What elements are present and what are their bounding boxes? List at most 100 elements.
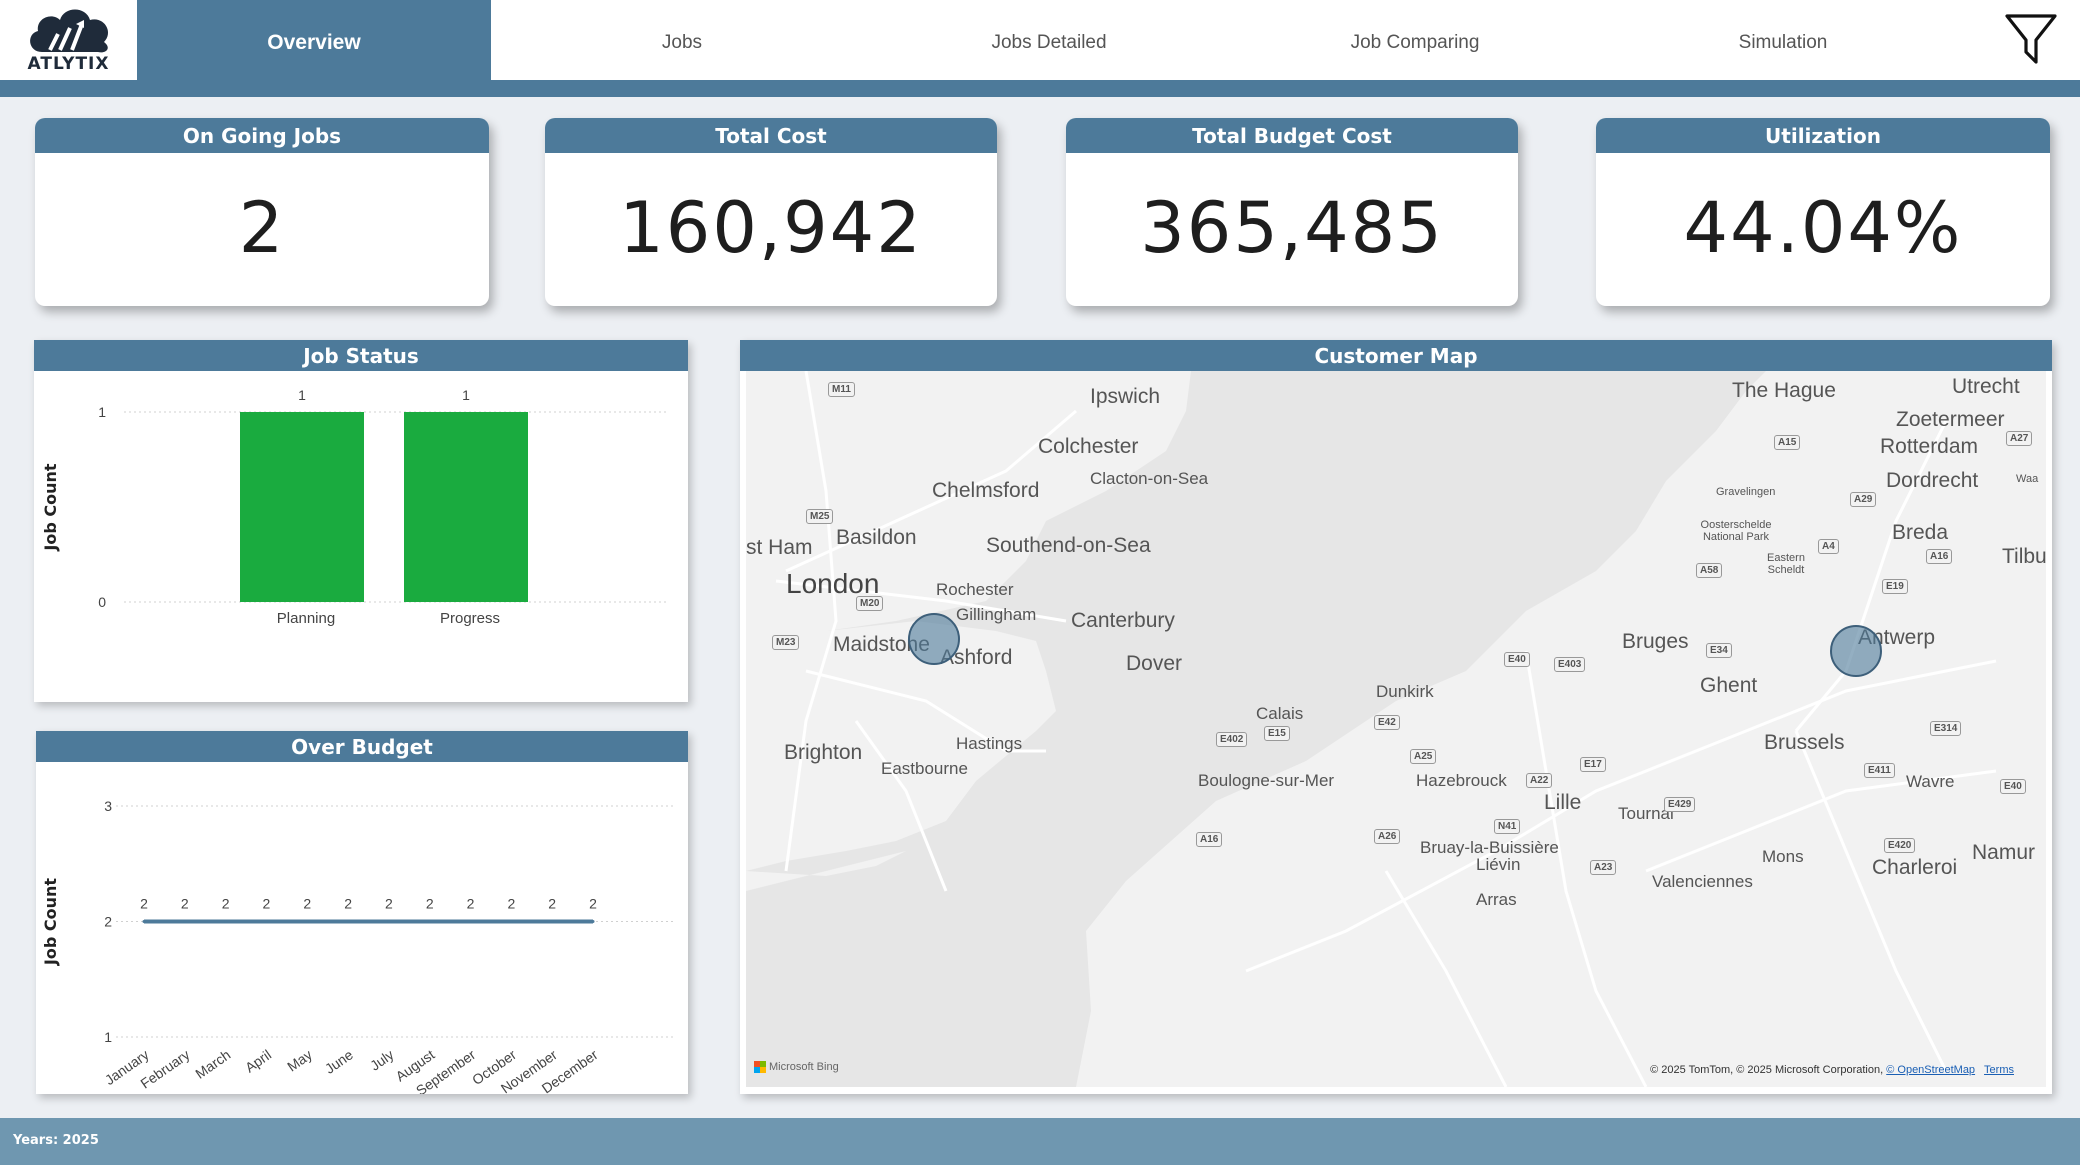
- map-place-ghent: Ghent: [1700, 674, 1758, 697]
- x-tick-label: May: [284, 1046, 315, 1074]
- map-place-namur: Namur: [1972, 841, 2036, 864]
- map-place-brighton: Brighton: [784, 741, 863, 764]
- tab-jobs[interactable]: Jobs: [661, 32, 703, 53]
- terms-link[interactable]: Terms: [1984, 1064, 2014, 1076]
- map-roads: [775, 371, 1997, 1087]
- bar-data-label: 1: [298, 387, 306, 403]
- line-data-label: 2: [140, 896, 148, 912]
- microsoft-bing-logo: Microsoft Bing: [754, 1061, 839, 1074]
- cloud-chart-logo-icon: [30, 9, 109, 53]
- map-place-brussels: Brussels: [1764, 731, 1845, 754]
- road-sign: E40: [2000, 779, 2026, 794]
- panel-title: Over Budget: [36, 731, 688, 762]
- kpi-title: Total Budget Cost: [1066, 118, 1518, 153]
- line-data-label: 2: [344, 896, 352, 912]
- map-place-mons: Mons: [1762, 847, 1804, 866]
- road-sign: E19: [1882, 579, 1908, 594]
- map-place-canterbury: Canterbury: [1071, 609, 1175, 632]
- map-place-ipswich: Ipswich: [1090, 385, 1161, 408]
- line-data-label: 2: [263, 896, 271, 912]
- map-place-boulogne: Boulogne-sur-Mer: [1198, 771, 1335, 790]
- map-place-dordrecht: Dordrecht: [1886, 469, 1979, 492]
- tab-job-comparing[interactable]: Job Comparing: [1350, 32, 1480, 53]
- map-place-oosterschelde: Oosterschelde National Park: [1700, 519, 1772, 543]
- x-tick-label: Progress: [440, 610, 500, 627]
- line-point: [550, 920, 554, 923]
- line-point: [183, 920, 187, 923]
- map-place-lievin: Liévin: [1476, 855, 1521, 874]
- nav-accent-stripe: [0, 80, 2080, 97]
- road-sign: A16: [1926, 549, 1953, 564]
- y-tick-label: 0: [98, 594, 106, 610]
- customer-location-bubble[interactable]: [908, 613, 960, 665]
- road-sign: E42: [1374, 715, 1400, 730]
- map-place-lille: Lille: [1544, 791, 1582, 814]
- tab-jobs-detailed[interactable]: Jobs Detailed: [991, 32, 1107, 53]
- map-place-bruges: Bruges: [1622, 630, 1689, 653]
- atlytix-logo[interactable]: ATLYTIX: [0, 0, 137, 80]
- bar-data-label: 1: [462, 387, 470, 403]
- kpi-title: Total Cost: [545, 118, 997, 153]
- y-axis-label: Job Count: [41, 463, 60, 551]
- panel-title: Job Status: [34, 340, 688, 371]
- map-place-zoetermeer: Zoetermeer: [1896, 408, 2005, 431]
- road-sign: M20: [856, 596, 884, 611]
- road-sign: E34: [1706, 643, 1732, 658]
- line-data-label: 2: [589, 896, 597, 912]
- map-place-gillingham: Gillingham: [956, 605, 1037, 624]
- bar-progress: [404, 412, 528, 602]
- customer-map[interactable]: Ipswich Colchester Clacton-on-Sea Chelms…: [746, 371, 2046, 1087]
- kpi-card-total-budget-cost: Total Budget Cost 365,485: [1066, 118, 1518, 306]
- bar-planning: [240, 412, 364, 602]
- logo-wordmark: ATLYTIX: [27, 54, 110, 74]
- map-place-utrecht: Utrecht: [1952, 375, 2020, 398]
- job-status-bar-chart[interactable]: 0 1 Job Count 1 Planning 1 Progress: [34, 371, 688, 702]
- line-data-label: 2: [507, 896, 515, 912]
- job-status-panel: Job Status 0 1 Job Count 1 Planning 1 Progress: [34, 340, 688, 702]
- filter-status-bar: Years: 2025: [0, 1118, 2080, 1165]
- road-sign: M11: [828, 382, 855, 397]
- line-data-label: 2: [181, 896, 189, 912]
- customer-location-bubble[interactable]: [1830, 625, 1882, 677]
- kpi-title: Utilization: [1596, 118, 2050, 153]
- microsoft-logo-icon: [754, 1061, 766, 1074]
- tab-overview[interactable]: Overview: [137, 0, 491, 80]
- kpi-value: 365,485: [1140, 187, 1444, 269]
- road-sign: M25: [806, 509, 834, 524]
- map-place-charleroi: Charleroi: [1872, 856, 1958, 879]
- top-navigation-bar: ATLYTIX Overview Jobs Jobs Detailed Job …: [0, 0, 2080, 80]
- y-tick-label: 1: [104, 1029, 112, 1045]
- openstreetmap-link[interactable]: © OpenStreetMap: [1886, 1064, 1976, 1076]
- kpi-value: 160,942: [619, 187, 923, 269]
- map-place-hastings: Hastings: [956, 734, 1023, 753]
- x-tick-label: Planning: [277, 610, 335, 627]
- road-sign: E420: [1884, 838, 1916, 853]
- map-place-eastbourne: Eastbourne: [881, 759, 968, 778]
- kpi-card-total-cost: Total Cost 160,942: [545, 118, 997, 306]
- map-place-southend: Southend-on-Sea: [986, 534, 1151, 557]
- line-data-label: 2: [222, 896, 230, 912]
- map-background: [746, 371, 2046, 1087]
- years-filter-label[interactable]: Years: 2025: [13, 1133, 99, 1148]
- line-data-label: 2: [303, 896, 311, 912]
- road-sign: A22: [1526, 773, 1553, 788]
- road-sign: M23: [772, 635, 800, 650]
- road-sign: A15: [1774, 435, 1801, 450]
- map-place-wavre: Wavre: [1906, 772, 1955, 791]
- y-axis-label: Job Count: [41, 878, 60, 966]
- tab-simulation[interactable]: Simulation: [1738, 32, 1828, 53]
- line-point: [387, 920, 391, 923]
- x-tick-label: July: [367, 1046, 397, 1073]
- map-place-rochester: Rochester: [936, 580, 1014, 599]
- funnel-icon[interactable]: [2003, 12, 2059, 68]
- y-tick-label: 1: [98, 404, 106, 420]
- line-point: [142, 920, 146, 923]
- map-place-calais: Calais: [1256, 704, 1304, 723]
- line-point: [591, 920, 595, 923]
- line-point: [428, 920, 432, 923]
- x-tick-label: April: [242, 1046, 274, 1075]
- map-place-clacton: Clacton-on-Sea: [1090, 469, 1209, 488]
- over-budget-panel: Over Budget 1 2 3 Job Count 2 January 2 Februar…: [36, 731, 688, 1094]
- map-place-ashford: Ashford: [940, 646, 1013, 669]
